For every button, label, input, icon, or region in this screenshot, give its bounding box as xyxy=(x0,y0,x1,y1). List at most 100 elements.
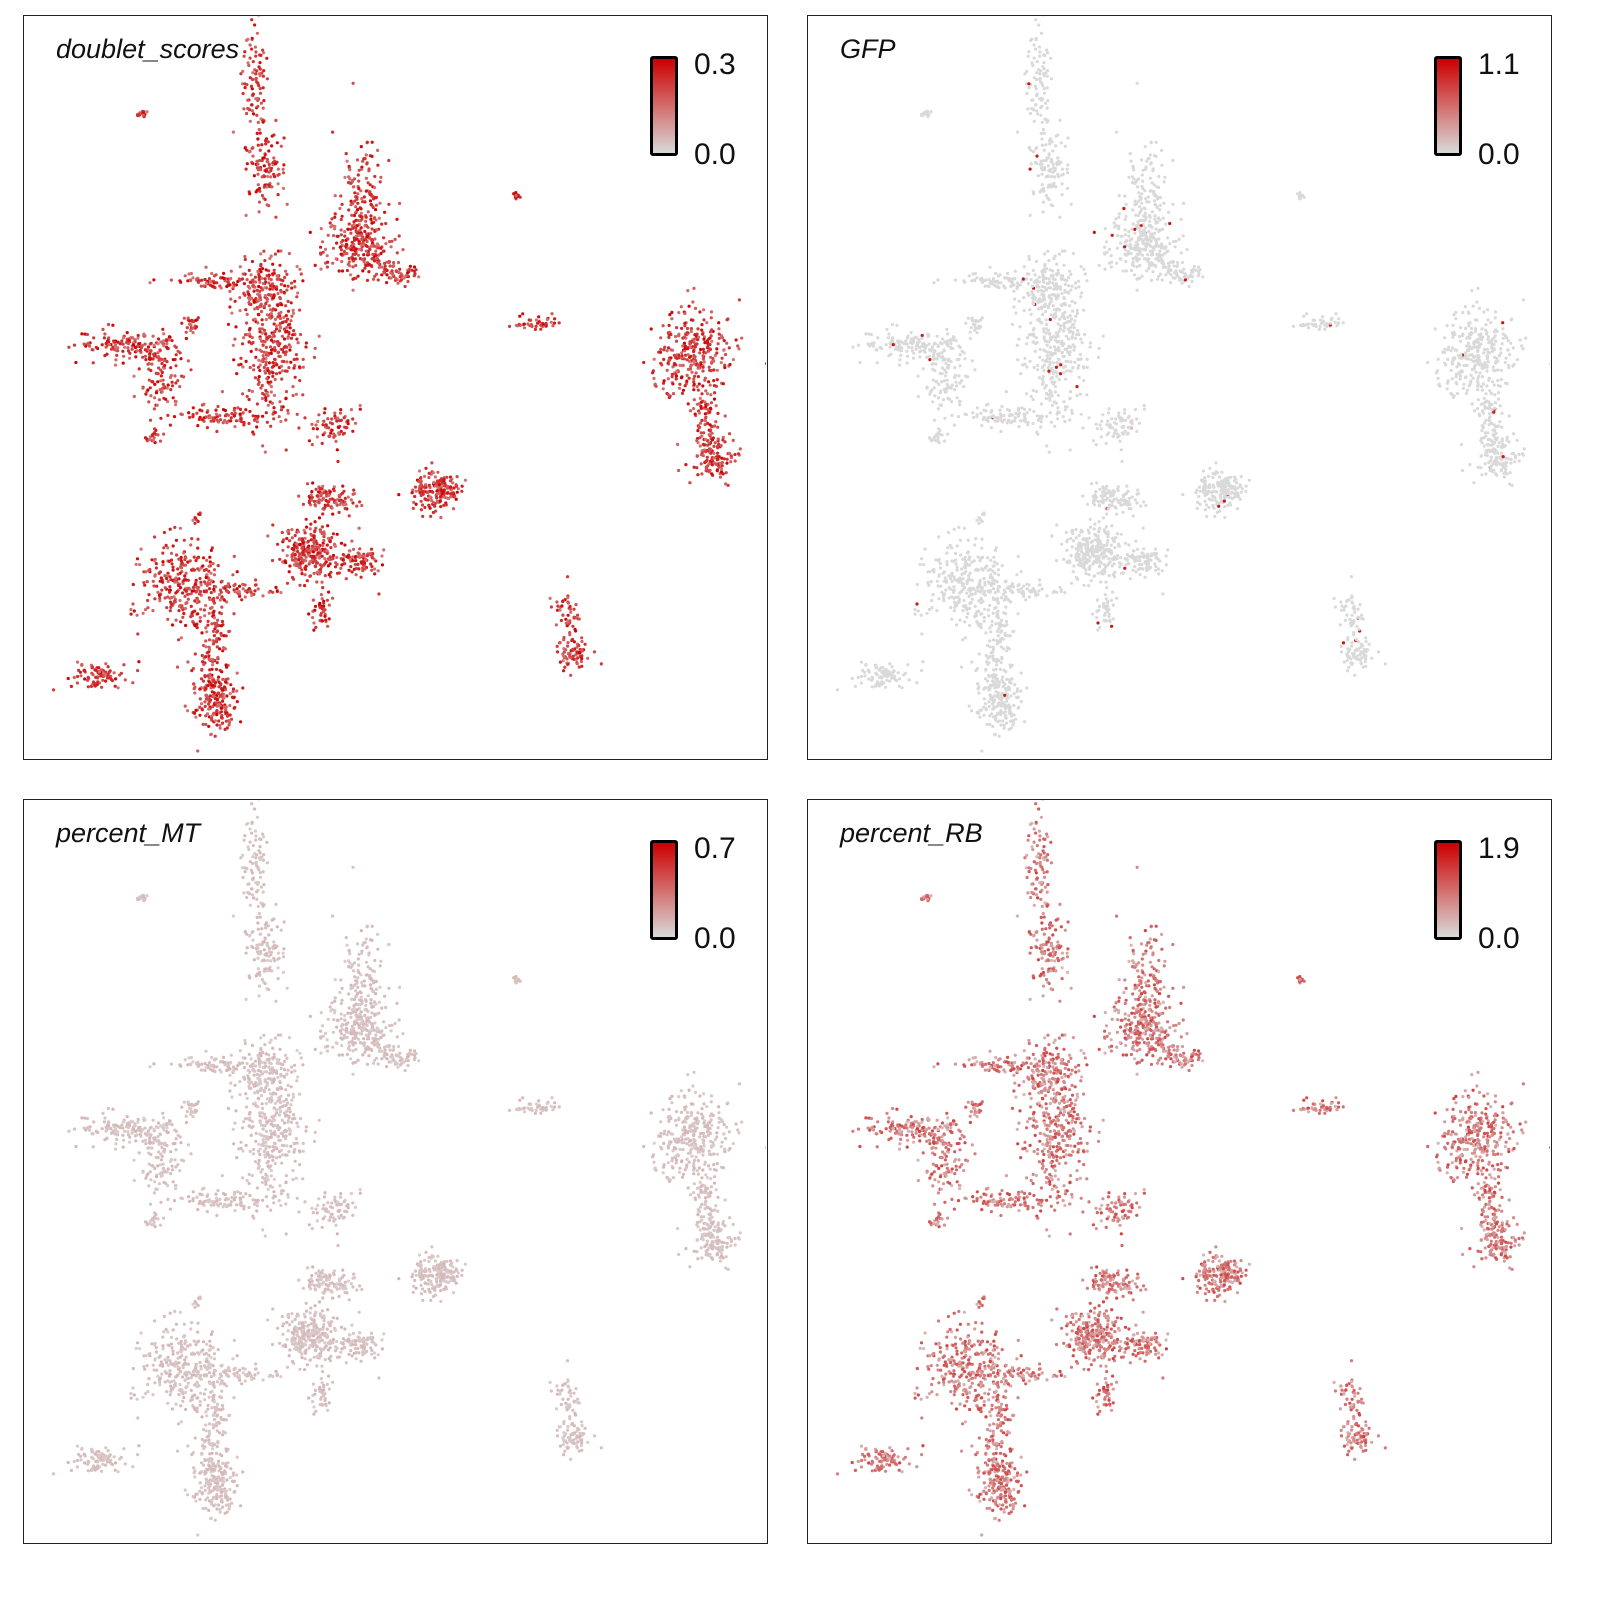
cell-point xyxy=(1040,162,1044,166)
cell-point xyxy=(320,240,325,244)
cell-point xyxy=(244,359,248,363)
cell-point xyxy=(301,558,305,562)
cell-point xyxy=(264,396,268,400)
cell-point xyxy=(170,339,174,343)
cell-point xyxy=(267,590,271,595)
cell-point xyxy=(764,361,766,366)
cell-point xyxy=(251,340,255,345)
cell-point xyxy=(1053,351,1057,355)
cell-point xyxy=(279,290,283,294)
cell-point xyxy=(1138,195,1142,199)
cell-point xyxy=(264,169,268,173)
cell-point xyxy=(658,350,663,354)
cell-point xyxy=(670,317,674,321)
cell-point xyxy=(91,680,96,684)
cell-point xyxy=(1065,186,1070,190)
cell-point xyxy=(212,587,216,592)
cell-point xyxy=(251,146,255,150)
cell-point xyxy=(280,530,284,535)
cell-point xyxy=(568,631,572,635)
cell-point xyxy=(351,288,355,292)
cell-point xyxy=(354,559,358,563)
cell-point xyxy=(264,360,268,364)
cell-point xyxy=(701,454,705,458)
cell-point xyxy=(274,372,279,376)
cell-point xyxy=(1036,112,1040,116)
cell-point xyxy=(304,341,308,345)
cell-point xyxy=(348,557,352,561)
cell-point xyxy=(355,158,360,162)
cell-point xyxy=(725,461,729,465)
cell-point xyxy=(1148,176,1152,180)
cell-point xyxy=(319,245,323,249)
cell-point xyxy=(214,273,218,277)
cell-point xyxy=(353,191,357,195)
cell-point xyxy=(301,541,305,545)
cell-point xyxy=(421,489,425,494)
cell-point xyxy=(107,343,111,347)
cell-point xyxy=(1053,338,1057,342)
cell-point xyxy=(161,382,165,386)
cell-point xyxy=(435,489,439,493)
cell-point xyxy=(131,336,135,340)
cell-point xyxy=(1068,350,1072,354)
cell-point xyxy=(174,538,178,542)
cell-point xyxy=(162,530,166,535)
cell-point xyxy=(199,583,203,587)
cell-point xyxy=(370,244,374,248)
cell-point xyxy=(219,683,223,687)
cell-point xyxy=(1149,162,1153,166)
cell-point xyxy=(186,359,190,363)
cell-point xyxy=(264,302,268,306)
cell-point xyxy=(1136,185,1140,189)
cell-point xyxy=(167,335,172,339)
cell-point xyxy=(86,341,90,345)
cell-point xyxy=(145,580,149,584)
cell-point xyxy=(1044,396,1048,401)
cell-point xyxy=(410,268,414,272)
cell-point xyxy=(534,324,538,328)
cell-point xyxy=(278,371,282,375)
cell-point xyxy=(351,259,355,263)
cell-point xyxy=(555,600,559,604)
cell-point xyxy=(165,342,169,346)
cell-point xyxy=(305,525,309,529)
cell-point xyxy=(313,263,317,267)
cell-point xyxy=(121,336,125,340)
cell-point xyxy=(257,200,262,204)
cell-point xyxy=(953,278,957,282)
cell-point xyxy=(184,336,188,341)
cell-point xyxy=(1124,214,1128,218)
cell-point xyxy=(1039,402,1043,406)
cell-point xyxy=(1051,361,1055,365)
cell-point xyxy=(207,658,211,662)
cell-point xyxy=(326,557,330,561)
cell-point xyxy=(235,671,239,675)
cell-point xyxy=(414,489,418,493)
cell-point xyxy=(197,568,201,572)
cell-point xyxy=(236,590,241,594)
cell-point xyxy=(216,691,220,695)
cell-point xyxy=(177,638,181,642)
cell-point xyxy=(250,280,255,284)
cell-point xyxy=(578,651,582,655)
cell-point xyxy=(205,410,209,414)
cell-point xyxy=(692,340,696,344)
cell-point xyxy=(298,542,302,546)
cell-point xyxy=(649,327,653,331)
cell-point xyxy=(169,600,173,604)
cell-point xyxy=(234,325,238,329)
cell-point xyxy=(1127,175,1131,179)
cell-point xyxy=(365,278,370,282)
cell-point xyxy=(157,398,161,402)
cell-point xyxy=(187,272,191,276)
colorbar-min-label: 0.0 xyxy=(694,138,736,171)
cell-point xyxy=(218,668,222,672)
cell-point xyxy=(698,310,702,314)
cell-point xyxy=(555,608,560,612)
cell-point xyxy=(566,644,570,648)
cell-point xyxy=(1056,268,1060,272)
cell-point xyxy=(307,501,311,505)
cell-point xyxy=(325,549,329,553)
cell-point xyxy=(317,500,321,505)
